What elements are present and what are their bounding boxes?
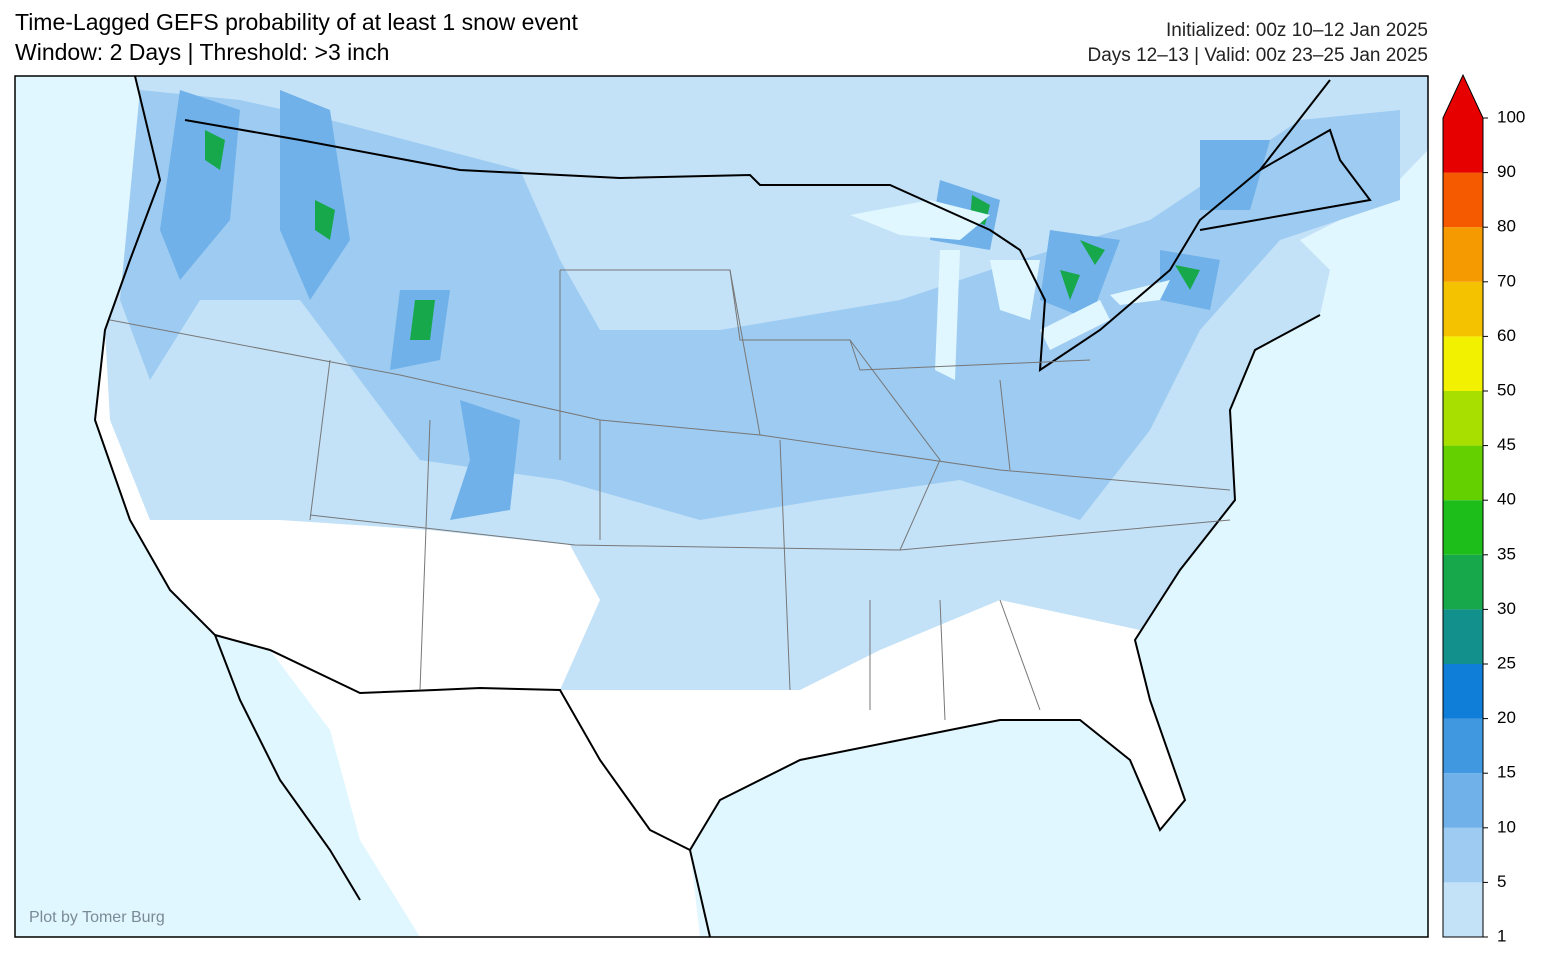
- subtitle: Window: 2 Days | Threshold: >3 inch: [15, 39, 389, 65]
- colorbar-tick-label: 50: [1497, 380, 1516, 399]
- colorbar-bin: [1443, 500, 1483, 555]
- snow-area: [120, 90, 1400, 520]
- map-frame: [14, 75, 1429, 938]
- colorbar-bin: [1443, 718, 1483, 774]
- colorbar-bin: [1443, 227, 1483, 282]
- colorbar-tick-label: 70: [1497, 271, 1516, 290]
- map: Plot by Tomer Burg: [14, 75, 1429, 938]
- title: Time-Lagged GEFS probability of at least…: [15, 9, 579, 35]
- colorbar-extend: [1443, 75, 1483, 118]
- colorbar-bin: [1443, 281, 1483, 337]
- snow-area: [160, 90, 1270, 520]
- state-lines: [109, 269, 1231, 721]
- colorbar-outline: [1442, 73, 1484, 938]
- colorbar-bin: [1443, 882, 1483, 937]
- colorbar-bin: [1443, 336, 1483, 391]
- colorbar-bin: [1443, 664, 1483, 719]
- colorbar-tick-label: 45: [1497, 435, 1516, 454]
- colorbar-bin: [1443, 609, 1483, 664]
- borders: [93, 76, 1372, 937]
- colorbar-bin: [1443, 445, 1483, 501]
- colorbar-bin: [1443, 118, 1483, 173]
- colorbar-tick-label: 100: [1497, 107, 1525, 126]
- colorbar-bin: [1443, 172, 1483, 228]
- colorbar-bin: [1443, 554, 1483, 610]
- colorbar-tick-label: 30: [1497, 599, 1516, 618]
- colorbar-tick-label: 5: [1497, 872, 1506, 891]
- colorbar-tick-label: 80: [1497, 217, 1516, 236]
- colorbar-tick-label: 35: [1497, 544, 1516, 563]
- colorbar-tick-label: 90: [1497, 162, 1516, 181]
- colorbar-bin: [1443, 391, 1483, 446]
- colorbar-bin: [1443, 773, 1483, 828]
- init-text: Initialized: 00z 10–12 Jan 2025: [1166, 20, 1428, 41]
- lakes: [850, 200, 1170, 380]
- colorbar-bin: [1443, 827, 1483, 883]
- colorbar-tick-label: 40: [1497, 490, 1516, 509]
- colorbar-tick-label: 15: [1497, 763, 1516, 782]
- colorbar-tick-label: 25: [1497, 653, 1516, 672]
- credit: Plot by Tomer Burg: [29, 909, 165, 926]
- colorbar-tick-label: 20: [1497, 708, 1516, 727]
- colorbar-tick-label: 60: [1497, 326, 1516, 345]
- colorbar-tick-label: 10: [1497, 817, 1516, 836]
- valid-text: Days 12–13 | Valid: 00z 23–25 Jan 2025: [1088, 45, 1429, 66]
- colorbar-tick-label: 1: [1497, 926, 1506, 945]
